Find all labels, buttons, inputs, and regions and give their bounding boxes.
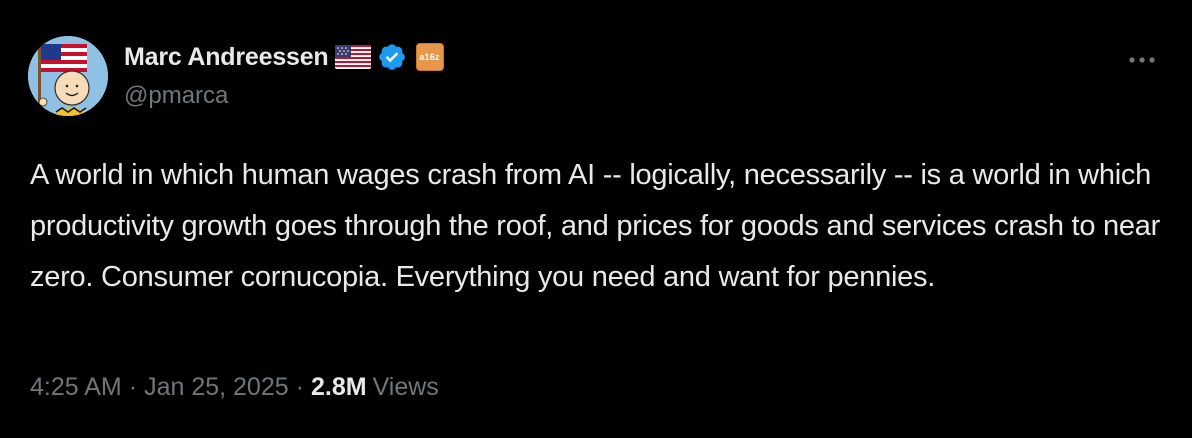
avatar-image — [28, 36, 108, 116]
verified-badge-icon[interactable] — [377, 42, 407, 72]
author-display-name[interactable]: Marc Andreessen — [124, 42, 329, 71]
tweet-time[interactable]: 4:25 AM — [30, 373, 122, 401]
us-flag-icon — [334, 45, 371, 69]
author-handle[interactable]: @pmarca — [124, 82, 229, 109]
avatar[interactable] — [28, 36, 108, 116]
views-count[interactable]: 2.8M — [310, 373, 367, 401]
views-label: Views — [372, 373, 439, 401]
a16z-affiliate-badge[interactable]: a16z — [415, 43, 444, 71]
meta-separator: · — [295, 373, 304, 401]
meta-separator: · — [128, 373, 138, 401]
tweet-meta-row: 4:25 AM · Jan 25, 2025 · 2.8M Views — [30, 373, 439, 402]
more-horizontal-icon — [1129, 57, 1155, 63]
tweet-date[interactable]: Jan 25, 2025 — [144, 373, 289, 401]
tweet-text: A world in which human wages crash from … — [30, 159, 1161, 293]
author-name-row: Marc Andreessen — [124, 40, 444, 74]
more-options-button[interactable] — [1124, 42, 1160, 78]
